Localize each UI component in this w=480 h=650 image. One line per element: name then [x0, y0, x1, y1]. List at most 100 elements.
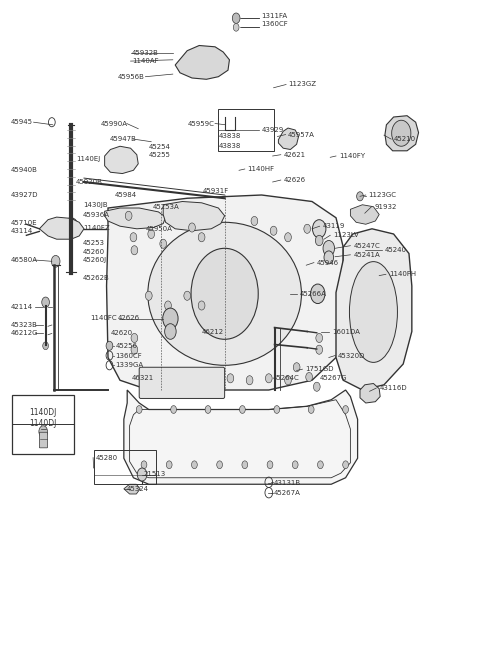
Circle shape: [131, 333, 138, 343]
Text: 1360CF: 1360CF: [115, 352, 142, 359]
Circle shape: [64, 218, 78, 237]
Circle shape: [131, 345, 138, 354]
Circle shape: [232, 13, 240, 23]
Circle shape: [137, 468, 147, 481]
Text: 1123GC: 1123GC: [369, 192, 396, 198]
Text: 46212G: 46212G: [11, 330, 38, 337]
Text: 45266A: 45266A: [300, 291, 326, 297]
Text: 1601DA: 1601DA: [332, 328, 360, 335]
Circle shape: [240, 406, 245, 413]
Text: 1140HF: 1140HF: [247, 166, 274, 172]
Text: 45320D: 45320D: [338, 352, 365, 359]
Text: 1140DJ: 1140DJ: [29, 419, 56, 428]
Circle shape: [313, 382, 320, 391]
Circle shape: [205, 406, 211, 413]
Circle shape: [292, 461, 298, 469]
Text: 45931F: 45931F: [203, 188, 229, 194]
Text: 43929: 43929: [262, 127, 284, 133]
Text: 1123LV: 1123LV: [334, 232, 360, 239]
Circle shape: [311, 284, 325, 304]
Circle shape: [285, 376, 291, 385]
Circle shape: [171, 406, 177, 413]
Polygon shape: [105, 208, 166, 229]
FancyBboxPatch shape: [39, 432, 48, 448]
Polygon shape: [360, 384, 380, 403]
Circle shape: [304, 224, 311, 233]
Circle shape: [189, 223, 195, 232]
Polygon shape: [124, 484, 140, 494]
Circle shape: [267, 461, 273, 469]
Circle shape: [106, 341, 113, 350]
Circle shape: [293, 363, 300, 372]
Text: 1339GA: 1339GA: [115, 362, 144, 369]
Polygon shape: [105, 146, 138, 174]
Text: 43838: 43838: [218, 133, 241, 140]
Circle shape: [165, 324, 176, 339]
Text: 43119: 43119: [323, 223, 345, 229]
Polygon shape: [39, 217, 84, 239]
Text: 45247C: 45247C: [353, 242, 380, 249]
Text: 45253: 45253: [83, 240, 105, 246]
Text: 45280: 45280: [96, 454, 118, 461]
Text: 45920B: 45920B: [76, 179, 103, 185]
Circle shape: [316, 333, 323, 343]
Bar: [94, 450, 156, 484]
Text: 1140FH: 1140FH: [389, 271, 416, 278]
Circle shape: [198, 233, 205, 242]
Text: 45945: 45945: [11, 119, 33, 125]
Circle shape: [274, 406, 280, 413]
Circle shape: [163, 308, 178, 329]
Text: 1123GZ: 1123GZ: [288, 81, 316, 88]
Circle shape: [324, 251, 334, 264]
Text: 45264C: 45264C: [273, 375, 300, 382]
Text: 45946: 45946: [317, 259, 339, 266]
Circle shape: [343, 406, 348, 413]
Text: 46212: 46212: [202, 328, 224, 335]
Circle shape: [270, 226, 277, 235]
Circle shape: [208, 376, 215, 385]
Ellipse shape: [148, 222, 301, 365]
Text: 43838: 43838: [218, 142, 241, 149]
Circle shape: [343, 461, 348, 469]
Text: 45940B: 45940B: [11, 167, 37, 174]
Text: 1140DJ: 1140DJ: [29, 408, 57, 417]
Text: 45710E: 45710E: [11, 220, 37, 226]
Circle shape: [265, 374, 272, 383]
Circle shape: [217, 461, 223, 469]
Polygon shape: [163, 202, 225, 231]
Text: 1140FY: 1140FY: [339, 153, 365, 159]
Polygon shape: [175, 46, 229, 79]
Text: 45990A: 45990A: [101, 120, 128, 127]
Text: 1140FZ: 1140FZ: [83, 224, 110, 231]
Circle shape: [130, 233, 137, 242]
Circle shape: [242, 461, 248, 469]
Text: 45256: 45256: [115, 343, 137, 349]
Text: 21513: 21513: [144, 471, 166, 478]
Circle shape: [39, 426, 48, 437]
Circle shape: [315, 235, 323, 246]
Text: 43927D: 43927D: [11, 192, 38, 198]
Circle shape: [308, 406, 314, 413]
Text: 45267G: 45267G: [320, 375, 347, 382]
Text: 45936A: 45936A: [83, 212, 110, 218]
Text: 46580A: 46580A: [11, 257, 37, 263]
Circle shape: [42, 297, 49, 307]
Circle shape: [136, 406, 142, 413]
Text: 45267A: 45267A: [274, 490, 300, 497]
Bar: [12, 395, 74, 454]
Text: 45323B: 45323B: [11, 322, 37, 328]
Circle shape: [148, 229, 155, 239]
Text: 1360CF: 1360CF: [262, 21, 288, 27]
Text: 1311FA: 1311FA: [262, 12, 288, 19]
Ellipse shape: [349, 261, 397, 363]
Circle shape: [246, 376, 253, 385]
Circle shape: [184, 291, 191, 300]
Text: 42626: 42626: [283, 177, 305, 183]
Circle shape: [141, 461, 147, 469]
Text: 45947B: 45947B: [109, 136, 136, 142]
Text: 45950A: 45950A: [145, 226, 172, 232]
Text: 1140EJ: 1140EJ: [76, 155, 100, 162]
Text: 45260J: 45260J: [83, 257, 107, 263]
Text: 42114: 42114: [11, 304, 33, 310]
Polygon shape: [385, 116, 419, 151]
